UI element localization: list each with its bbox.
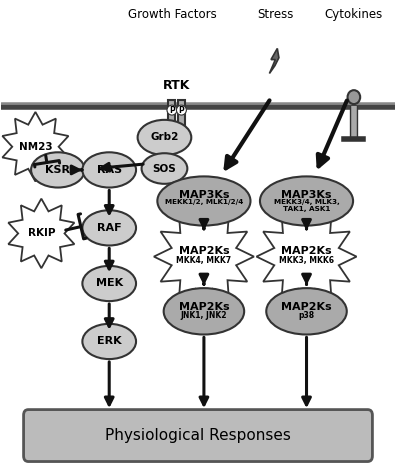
- Text: P: P: [169, 106, 175, 114]
- Polygon shape: [154, 206, 254, 307]
- Ellipse shape: [82, 153, 136, 187]
- Ellipse shape: [82, 324, 136, 359]
- Ellipse shape: [82, 210, 136, 246]
- Ellipse shape: [157, 176, 251, 226]
- Ellipse shape: [82, 266, 136, 301]
- Text: ERK: ERK: [97, 337, 122, 346]
- Text: Grb2: Grb2: [150, 133, 179, 142]
- Text: Cytokines: Cytokines: [325, 7, 383, 20]
- Ellipse shape: [138, 120, 191, 155]
- Text: MAP2Ks: MAP2Ks: [179, 246, 229, 256]
- Polygon shape: [257, 206, 356, 307]
- Text: MAP3Ks: MAP3Ks: [281, 190, 332, 200]
- Text: RKIP: RKIP: [28, 228, 55, 239]
- Text: MAP3Ks: MAP3Ks: [179, 190, 229, 200]
- Text: MEKK3/4, MLK3,: MEKK3/4, MLK3,: [274, 199, 339, 206]
- Text: P: P: [179, 106, 184, 114]
- Polygon shape: [8, 199, 74, 268]
- FancyBboxPatch shape: [24, 410, 372, 462]
- FancyBboxPatch shape: [168, 100, 175, 141]
- Ellipse shape: [260, 176, 353, 226]
- Text: RAS: RAS: [97, 165, 122, 175]
- Text: SOS: SOS: [152, 164, 176, 173]
- Text: RTK: RTK: [163, 80, 190, 93]
- Polygon shape: [269, 48, 279, 73]
- Text: MAP2Ks: MAP2Ks: [281, 246, 332, 256]
- Ellipse shape: [31, 153, 85, 187]
- Ellipse shape: [142, 153, 187, 184]
- Text: Physiological Responses: Physiological Responses: [105, 428, 291, 443]
- Ellipse shape: [348, 90, 360, 104]
- Text: MAP2Ks: MAP2Ks: [281, 302, 332, 312]
- Text: Growth Factors: Growth Factors: [128, 7, 217, 20]
- Text: TAK1, ASK1: TAK1, ASK1: [283, 206, 330, 212]
- Text: MKK3, MKK6: MKK3, MKK6: [279, 256, 334, 265]
- FancyBboxPatch shape: [178, 100, 185, 141]
- Polygon shape: [2, 112, 69, 181]
- Ellipse shape: [266, 288, 347, 334]
- Text: MAP2Ks: MAP2Ks: [179, 302, 229, 312]
- Text: MEK: MEK: [96, 279, 123, 288]
- Text: p38: p38: [299, 311, 314, 319]
- Ellipse shape: [164, 288, 244, 334]
- Text: JNK1, JNK2: JNK1, JNK2: [181, 311, 227, 319]
- Text: MKK4, MKK7: MKK4, MKK7: [176, 256, 232, 265]
- Text: KSR: KSR: [46, 165, 70, 175]
- Text: Stress: Stress: [257, 7, 293, 20]
- Text: RAF: RAF: [97, 223, 122, 233]
- Text: NM23: NM23: [19, 142, 52, 152]
- Text: MEKK1/2, MLK1/2/4: MEKK1/2, MLK1/2/4: [165, 199, 243, 206]
